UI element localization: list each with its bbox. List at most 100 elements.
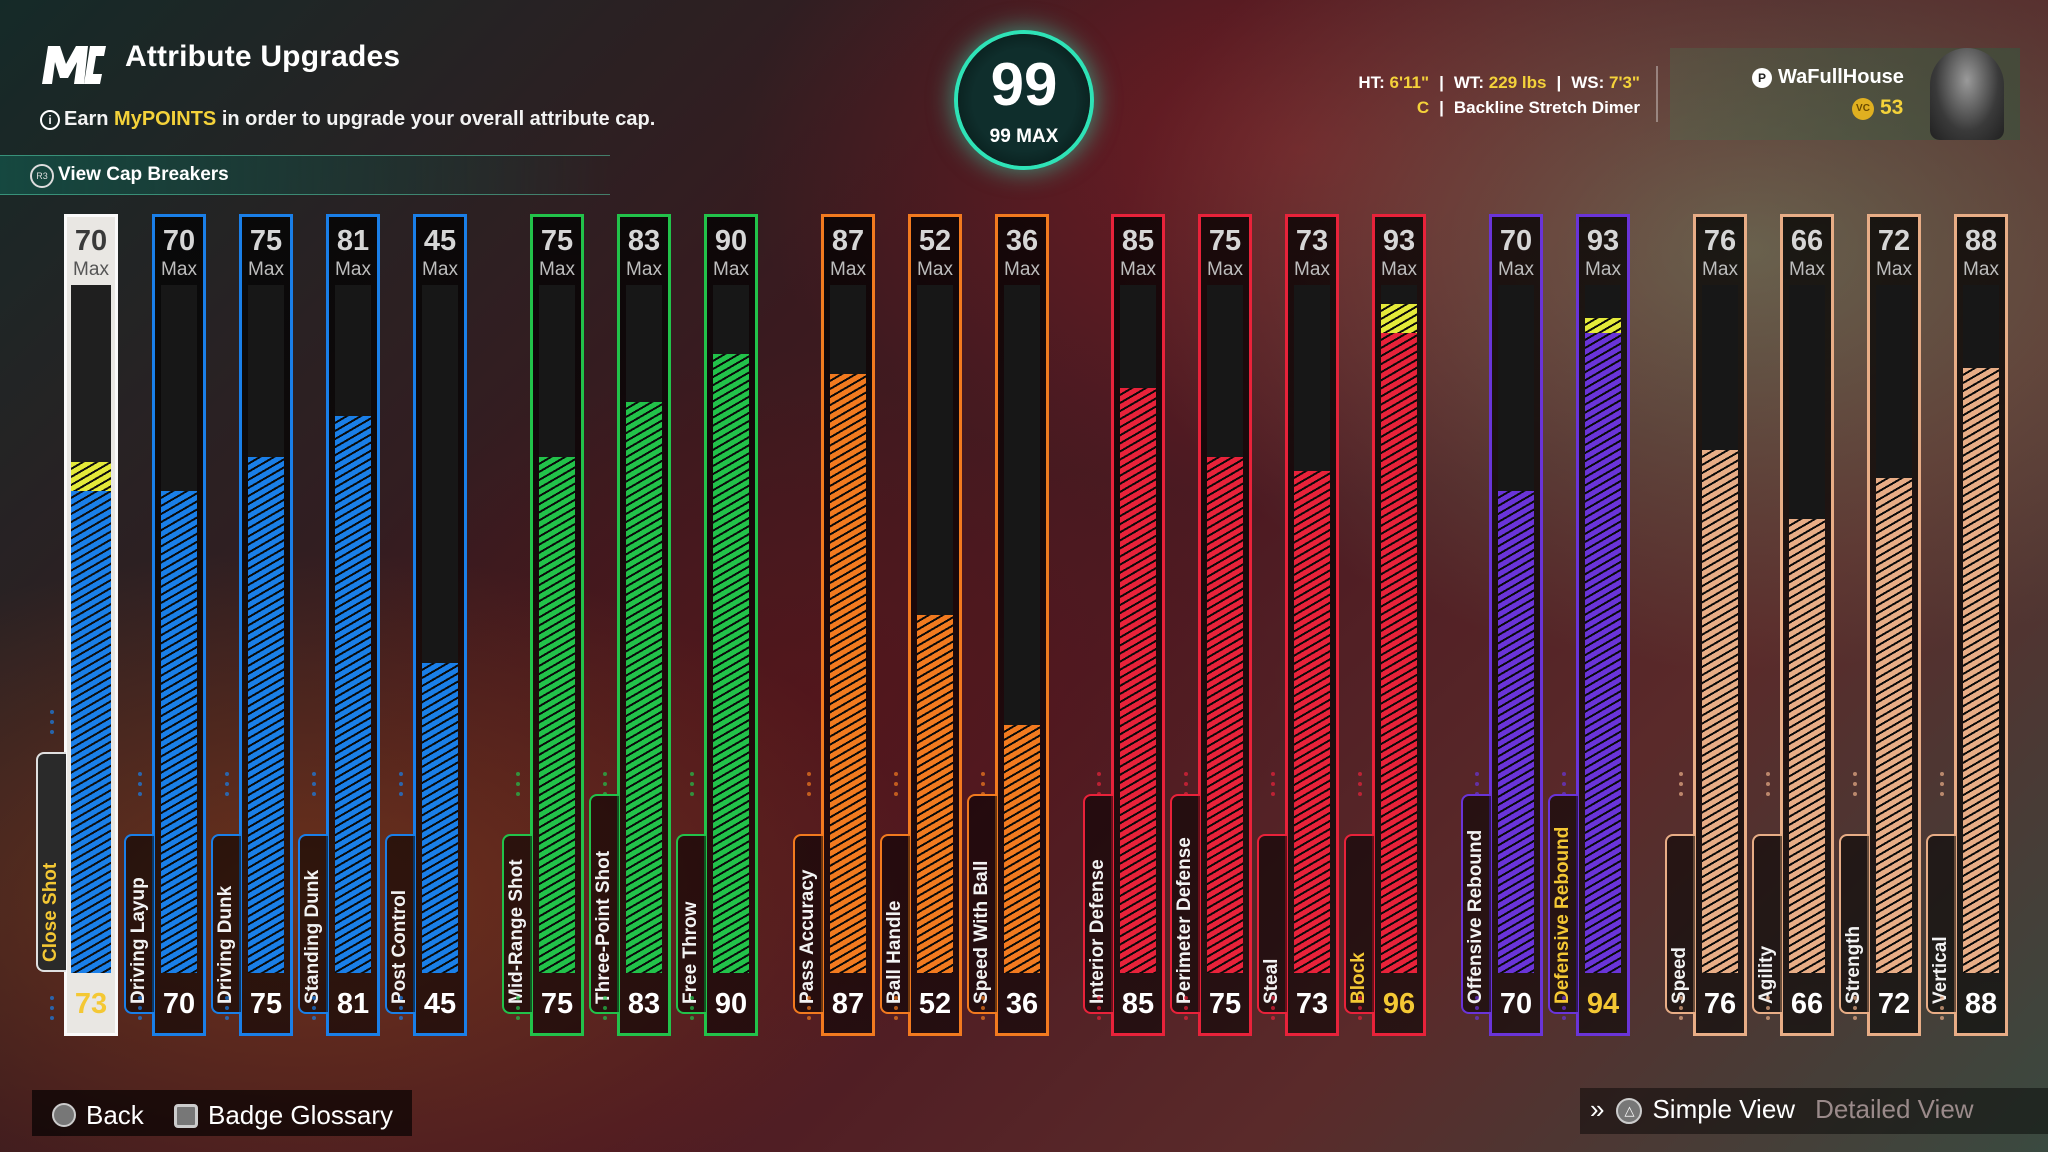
attribute-max-value: 76 [1703, 225, 1737, 257]
attribute-card-free-throw[interactable]: 90 Max 90 [704, 214, 758, 1036]
attribute-current-value: 75 [1208, 988, 1242, 1020]
attribute-name: Defensive Rebound [1552, 826, 1573, 1004]
attribute-current-value: 72 [1877, 988, 1911, 1020]
attribute-bar-fill [248, 457, 284, 973]
attribute-max-label: Max [248, 259, 284, 280]
attribute-step-dots [1475, 996, 1479, 1026]
chevrons-right-icon: » [1590, 1094, 1605, 1124]
attribute-max-label: Max [335, 259, 371, 280]
attribute-name: Perimeter Defense [1174, 837, 1195, 1004]
attribute-name: Vertical [1930, 936, 1951, 1004]
attribute-name-tab: Strength [1839, 834, 1869, 1014]
attribute-step-dots [516, 772, 520, 802]
attribute-card-standing-dunk[interactable]: 81 Max 81 [326, 214, 380, 1036]
attribute-max-label: Max [422, 259, 458, 280]
attribute-bar-fill [422, 663, 458, 973]
player-bio: HT: 6'11" | WT: 229 lbs | WS: 7'3" C | Backlin… [1240, 70, 1640, 120]
attribute-card-ball-handle[interactable]: 52 Max 52 [908, 214, 962, 1036]
attribute-max-label: Max [1294, 259, 1330, 280]
attribute-max-value: 88 [1964, 225, 1998, 257]
attribute-max-value: 73 [1295, 225, 1329, 257]
overall-value: 99 [990, 51, 1058, 118]
attribute-card-agility[interactable]: 66 Max 66 [1780, 214, 1834, 1036]
attribute-name: Standing Dunk [302, 869, 323, 1004]
footer-bar [32, 1090, 412, 1136]
attribute-max-label: Max [1789, 259, 1825, 280]
attribute-bar-track [422, 285, 458, 973]
attribute-step-dots [312, 996, 316, 1026]
attribute-step-dots [1562, 996, 1566, 1026]
detailed-view-option[interactable]: Detailed View [1815, 1094, 1974, 1124]
attribute-name: Free Throw [680, 901, 701, 1004]
badge-glossary-label: Badge Glossary [208, 1100, 393, 1130]
attribute-card-steal[interactable]: 73 Max 73 [1285, 214, 1339, 1036]
attribute-card-strength[interactable]: 72 Max 72 [1867, 214, 1921, 1036]
attribute-name: Speed [1669, 946, 1690, 1004]
view-cap-breakers-button[interactable]: R3 View Cap Breakers [0, 155, 610, 195]
attribute-name: Driving Layup [128, 877, 149, 1004]
attribute-step-dots [399, 772, 403, 802]
attribute-current-value: 85 [1121, 988, 1155, 1020]
attribute-bar-track [1789, 285, 1825, 973]
attribute-card-three-point-shot[interactable]: 83 Max 83 [617, 214, 671, 1036]
attribute-card-close-shot[interactable]: 70 Max 73 [64, 214, 118, 1036]
attribute-name: Steal [1261, 958, 1282, 1004]
attribute-bar-fill [1702, 450, 1738, 973]
attribute-card-perimeter-defense[interactable]: 75 Max 75 [1198, 214, 1252, 1036]
attribute-card-interior-defense[interactable]: 85 Max 85 [1111, 214, 1165, 1036]
attribute-current-value: 96 [1382, 988, 1416, 1020]
attribute-name: Three-Point Shot [593, 850, 614, 1004]
attribute-bar-fill [1294, 471, 1330, 973]
wingspan: 7'3" [1608, 73, 1640, 92]
view-toggle[interactable]: » △ Simple View Detailed View [1590, 1094, 1974, 1125]
mypoints-highlight: MyPOINTS [114, 108, 217, 130]
attribute-card-defensive-rebound[interactable]: 93 Max 94 [1576, 214, 1630, 1036]
attribute-max-value: 93 [1586, 225, 1620, 257]
attribute-max-value: 70 [162, 225, 196, 257]
vc-coin-icon: VC [1852, 98, 1874, 120]
attribute-bar-fill [1004, 725, 1040, 973]
attribute-name: Block [1348, 952, 1369, 1004]
back-button[interactable]: Back [52, 1100, 144, 1131]
attribute-bar-track [1702, 285, 1738, 973]
username: WaFullHouse [1778, 66, 1904, 88]
attribute-bar-fill [71, 491, 111, 973]
simple-view-option[interactable]: Simple View [1652, 1094, 1796, 1124]
attribute-card-vertical[interactable]: 88 Max 88 [1954, 214, 2008, 1036]
attribute-bar-track [830, 285, 866, 973]
attribute-bar-fill [830, 374, 866, 973]
attribute-bar-fill [917, 615, 953, 973]
attribute-bar-track [1294, 285, 1330, 973]
attribute-card-mid-range-shot[interactable]: 75 Max 75 [530, 214, 584, 1036]
attribute-bar-fill [1789, 519, 1825, 973]
attribute-card-driving-layup[interactable]: 70 Max 70 [152, 214, 206, 1036]
attribute-step-dots [1475, 772, 1479, 802]
attribute-max-label: Max [1498, 259, 1534, 280]
attribute-current-value: 73 [67, 980, 115, 1033]
attribute-card-post-control[interactable]: 45 Max 45 [413, 214, 467, 1036]
badge-glossary-button[interactable]: Badge Glossary [174, 1100, 393, 1131]
attribute-step-dots [603, 772, 607, 802]
attribute-bar-fill [713, 354, 749, 973]
attribute-max-label: Max [713, 259, 749, 280]
attribute-current-value: 76 [1703, 988, 1737, 1020]
attribute-card-speed-with-ball[interactable]: 36 Max 36 [995, 214, 1049, 1036]
attribute-card-driving-dunk[interactable]: 75 Max 75 [239, 214, 293, 1036]
attribute-card-block[interactable]: 93 Max 96 [1372, 214, 1426, 1036]
attribute-card-speed[interactable]: 76 Max 76 [1693, 214, 1747, 1036]
attribute-step-dots [312, 772, 316, 802]
attribute-max-value: 75 [1208, 225, 1242, 257]
attribute-max-label: Max [1207, 259, 1243, 280]
attribute-card-offensive-rebound[interactable]: 70 Max 70 [1489, 214, 1543, 1036]
attribute-current-value: 45 [423, 988, 457, 1020]
attribute-name-tab: Defensive Rebound [1548, 794, 1578, 1014]
attribute-current-value: 90 [714, 988, 748, 1020]
attribute-step-dots [1358, 996, 1362, 1026]
attribute-max-label: Max [1381, 259, 1417, 280]
attribute-max-value: 83 [627, 225, 661, 257]
attribute-card-pass-accuracy[interactable]: 87 Max 87 [821, 214, 875, 1036]
player-measurements: HT: 6'11" | WT: 229 lbs | WS: 7'3" [1358, 73, 1640, 92]
attribute-current-value: 70 [162, 988, 196, 1020]
attribute-max-value: 75 [249, 225, 283, 257]
attribute-bar-track [1498, 285, 1534, 973]
